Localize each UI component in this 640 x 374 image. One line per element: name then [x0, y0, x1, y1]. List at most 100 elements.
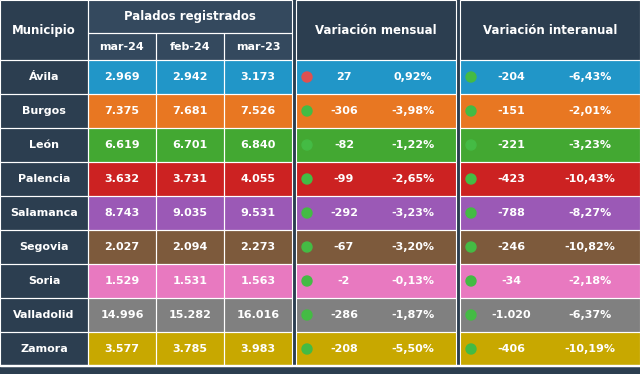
- Bar: [0, 0, 640, 33]
- Circle shape: [302, 276, 312, 286]
- Text: -1,22%: -1,22%: [392, 140, 435, 150]
- Text: -2,18%: -2,18%: [568, 276, 612, 286]
- Bar: [88, 0, 292, 33]
- Bar: [460, 60, 640, 94]
- Bar: [224, 196, 292, 230]
- Bar: [0, 298, 88, 332]
- Bar: [156, 196, 224, 230]
- Bar: [296, 298, 456, 332]
- Bar: [296, 60, 456, 94]
- Bar: [460, 0, 640, 60]
- Circle shape: [302, 106, 312, 116]
- Bar: [224, 196, 292, 230]
- Text: 1.563: 1.563: [241, 276, 276, 286]
- Circle shape: [466, 310, 476, 320]
- Text: 4.055: 4.055: [241, 174, 275, 184]
- Bar: [0, 230, 88, 264]
- Bar: [0, 94, 88, 128]
- Circle shape: [302, 242, 312, 252]
- Bar: [0, 162, 88, 196]
- Text: 0,92%: 0,92%: [394, 72, 432, 82]
- Bar: [460, 196, 640, 230]
- Bar: [0, 196, 88, 230]
- Bar: [156, 298, 224, 332]
- Bar: [460, 94, 640, 128]
- Circle shape: [466, 140, 476, 150]
- Bar: [88, 60, 156, 94]
- Text: -10,19%: -10,19%: [564, 344, 616, 354]
- Text: -6,43%: -6,43%: [568, 72, 612, 82]
- Text: 3.577: 3.577: [104, 344, 140, 354]
- Bar: [88, 196, 156, 230]
- Text: -3,23%: -3,23%: [568, 140, 611, 150]
- Bar: [224, 230, 292, 264]
- Text: Zamora: Zamora: [20, 344, 68, 354]
- Text: 2.969: 2.969: [104, 72, 140, 82]
- Text: 1.531: 1.531: [173, 276, 207, 286]
- Bar: [224, 162, 292, 196]
- Text: 7.375: 7.375: [104, 106, 140, 116]
- Circle shape: [302, 72, 312, 82]
- Bar: [88, 298, 156, 332]
- Circle shape: [302, 208, 312, 218]
- Circle shape: [466, 344, 476, 354]
- Text: -221: -221: [497, 140, 525, 150]
- Bar: [224, 298, 292, 332]
- Text: 3.731: 3.731: [173, 174, 207, 184]
- Bar: [296, 264, 456, 298]
- Text: 6.840: 6.840: [240, 140, 276, 150]
- Bar: [156, 94, 224, 128]
- Bar: [156, 264, 224, 298]
- Bar: [156, 128, 224, 162]
- Text: -406: -406: [497, 344, 525, 354]
- Bar: [296, 332, 456, 366]
- Text: -99: -99: [334, 174, 354, 184]
- Bar: [88, 33, 156, 60]
- Bar: [156, 162, 224, 196]
- Bar: [296, 0, 456, 60]
- Bar: [224, 128, 292, 162]
- Bar: [88, 33, 156, 60]
- Text: 6.701: 6.701: [172, 140, 207, 150]
- Bar: [296, 264, 456, 298]
- Text: 7.681: 7.681: [172, 106, 208, 116]
- Bar: [296, 0, 456, 60]
- Bar: [460, 298, 640, 332]
- Text: 3.983: 3.983: [241, 344, 276, 354]
- Text: feb-24: feb-24: [170, 42, 211, 52]
- Text: Palencia: Palencia: [18, 174, 70, 184]
- Text: -2: -2: [338, 276, 350, 286]
- Text: 9.531: 9.531: [241, 208, 276, 218]
- Bar: [88, 332, 156, 366]
- Bar: [156, 196, 224, 230]
- Bar: [0, 0, 88, 60]
- Bar: [156, 332, 224, 366]
- Bar: [460, 332, 640, 366]
- Bar: [88, 230, 156, 264]
- Bar: [156, 264, 224, 298]
- Bar: [224, 230, 292, 264]
- Bar: [460, 94, 640, 128]
- Text: -2,01%: -2,01%: [568, 106, 612, 116]
- Text: 8.743: 8.743: [104, 208, 140, 218]
- Bar: [296, 94, 456, 128]
- Bar: [88, 0, 292, 33]
- Text: Burgos: Burgos: [22, 106, 66, 116]
- Bar: [156, 162, 224, 196]
- Bar: [296, 162, 456, 196]
- Text: 3.632: 3.632: [104, 174, 140, 184]
- Bar: [224, 264, 292, 298]
- Circle shape: [302, 174, 312, 184]
- Text: 15.282: 15.282: [168, 310, 211, 320]
- Bar: [296, 196, 456, 230]
- Bar: [156, 128, 224, 162]
- Text: -6,37%: -6,37%: [568, 310, 612, 320]
- Bar: [224, 94, 292, 128]
- Text: Soria: Soria: [28, 276, 60, 286]
- Bar: [460, 162, 640, 196]
- Text: -3,98%: -3,98%: [392, 106, 435, 116]
- Text: 1.529: 1.529: [104, 276, 140, 286]
- Bar: [0, 60, 88, 94]
- Bar: [460, 230, 640, 264]
- Bar: [88, 298, 156, 332]
